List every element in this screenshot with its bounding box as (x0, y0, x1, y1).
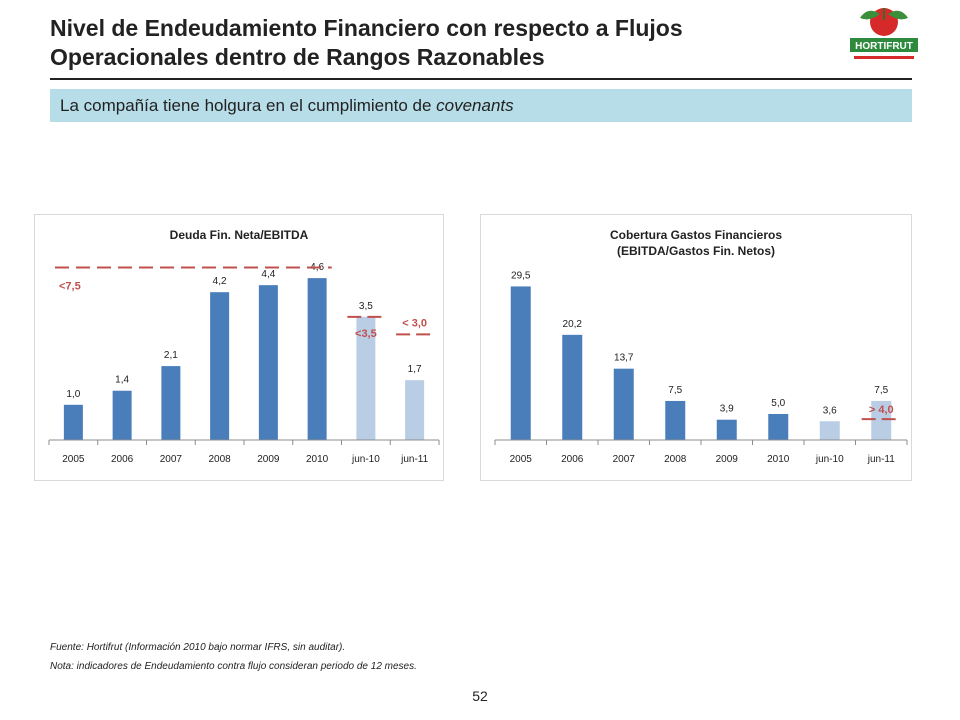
bar-2007 (161, 366, 181, 440)
footnotes: Fuente: Hortifrut (Información 2010 bajo… (50, 638, 417, 676)
data-label-jun-11: 1,7 (408, 364, 422, 375)
bar-2008 (210, 292, 230, 440)
footnote-note: Nota: indicadores de Endeudamiento contr… (50, 661, 417, 672)
bar-jun-10 (356, 316, 376, 440)
data-label-2009: 4,4 (261, 269, 275, 280)
data-label-2005: 1,0 (66, 389, 80, 400)
debt-ebitda-chart: Deuda Fin. Neta/EBITDA 1,0 1,4 2,1 4,2 4,4 4,6… (34, 214, 444, 481)
chart-title-line: (EBITDA/Gastos Fin. Netos) (617, 244, 775, 258)
bar-2009 (716, 419, 737, 440)
category-label-jun-11: jun-11 (400, 454, 428, 465)
bar-2009 (258, 285, 278, 440)
interest-coverage-chart-svg: Cobertura Gastos Financieros (EBITDA/Gast… (494, 228, 908, 465)
data-label-2009: 3,9 (720, 404, 734, 415)
category-label-2009: 2009 (716, 454, 739, 465)
data-label-2007: 13,7 (614, 353, 634, 364)
banner-text-plain: La compañía tiene holgura en el cumplimi… (60, 96, 437, 115)
summary-banner: La compañía tiene holgura en el cumplimi… (50, 89, 912, 122)
covenant-label: > 4,0 (869, 404, 894, 416)
covenant-label: < 3,0 (402, 317, 427, 329)
category-label-2007: 2007 (160, 454, 183, 465)
data-label-2008: 4,2 (213, 276, 227, 287)
data-label-jun-11: 7,5 (874, 385, 888, 396)
data-label-2008: 7,5 (668, 385, 682, 396)
logo-underline (854, 56, 914, 59)
bar-2006 (112, 390, 132, 440)
category-label-2010: 2010 (767, 454, 790, 465)
category-label-2010: 2010 (306, 454, 329, 465)
covenant-label: <3,5 (355, 328, 377, 340)
interest-coverage-chart: Cobertura Gastos Financieros (EBITDA/Gast… (480, 214, 912, 481)
data-label-jun-10: 3,6 (823, 405, 837, 416)
category-label-2006: 2006 (111, 454, 134, 465)
category-label-jun-10: jun-10 (351, 454, 380, 465)
logo-wordmark: HORTIFRUT (855, 41, 913, 52)
debt-ebitda-chart-svg: Deuda Fin. Neta/EBITDA1,01,42,14,24,44,6… (48, 228, 440, 465)
bar-2010 (307, 278, 327, 440)
chart-title-line: Deuda Fin. Neta/EBITDA (170, 228, 309, 242)
logo-leaf-right (888, 10, 908, 20)
data-label-2010: 5,0 (771, 398, 785, 409)
data-label-jun-10: 3,5 (359, 301, 373, 312)
category-label-2008: 2008 (209, 454, 232, 465)
data-label-2006: 1,4 (115, 375, 129, 386)
bar-jun-11 (871, 400, 892, 440)
chart-title-line: Cobertura Gastos Financieros (610, 228, 782, 242)
category-label-jun-10: jun-10 (815, 454, 844, 465)
category-label-2005: 2005 (62, 454, 85, 465)
title-divider (50, 78, 912, 80)
data-label-2007: 2,1 (164, 350, 178, 361)
bar-2007 (613, 368, 634, 440)
title-line-1: Nivel de Endeudamiento Financiero con re… (50, 15, 683, 41)
logo-leaf-left (860, 10, 880, 20)
bar-2008 (665, 400, 686, 440)
logo-banner (850, 38, 918, 52)
category-label-2007: 2007 (613, 454, 636, 465)
covenant-label: <7,5 (59, 281, 81, 293)
data-label-2005: 29,5 (511, 270, 531, 281)
category-label-2006: 2006 (561, 454, 584, 465)
bar-jun-10 (819, 421, 840, 440)
title-line-2: Operacionales dentro de Rangos Razonable… (50, 44, 545, 70)
category-label-2008: 2008 (664, 454, 687, 465)
bar-2006 (562, 334, 583, 440)
category-label-2009: 2009 (257, 454, 280, 465)
banner-text-italic: covenants (436, 96, 514, 115)
category-label-2005: 2005 (510, 454, 533, 465)
page-number: 52 (472, 688, 488, 704)
bar-jun-11 (405, 380, 425, 440)
bar-2005 (510, 286, 531, 440)
page-title: Nivel de Endeudamiento Financiero con re… (50, 14, 810, 72)
banner-text: La compañía tiene holgura en el cumplimi… (60, 96, 514, 116)
bar-2005 (63, 404, 83, 440)
category-label-jun-11: jun-11 (867, 454, 895, 465)
data-label-2006: 20,2 (563, 319, 583, 330)
bar-2010 (768, 413, 789, 440)
hortifrut-logo: HORTIFRUT (850, 8, 918, 59)
footnote-source: Fuente: Hortifrut (Información 2010 bajo… (50, 642, 346, 653)
